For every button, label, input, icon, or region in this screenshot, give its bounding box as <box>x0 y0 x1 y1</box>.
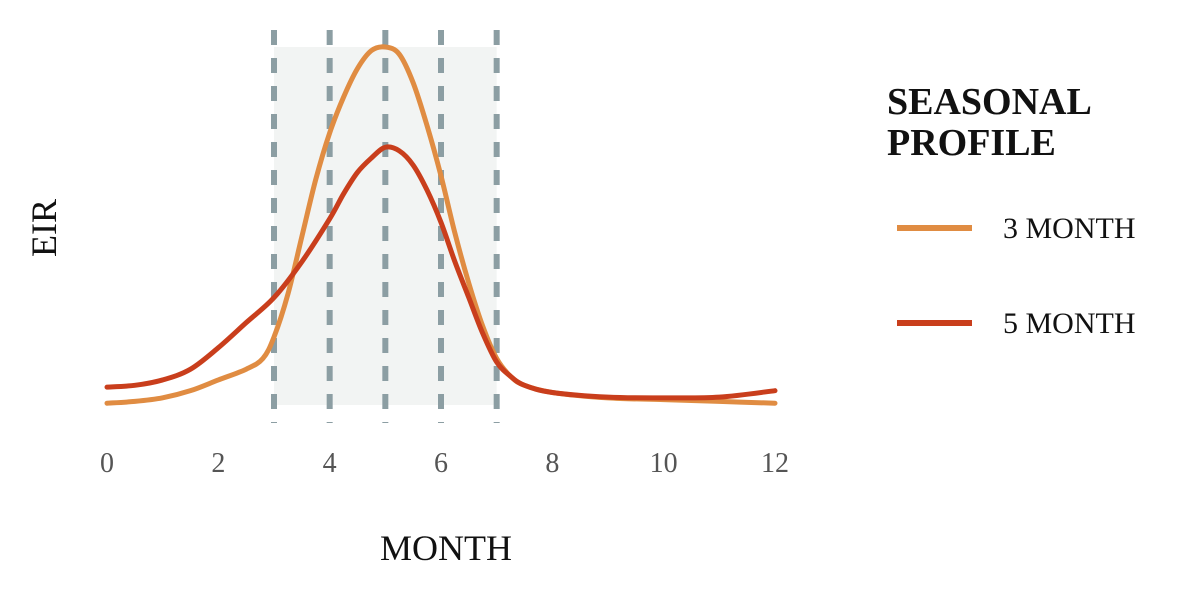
x-tick-label-10: 10 <box>650 448 678 479</box>
legend-label-5-month: 5 MONTH <box>1003 307 1136 340</box>
x-tick-label-4: 4 <box>323 448 337 479</box>
y-axis-title: EIR <box>24 199 64 257</box>
x-tick-label-0: 0 <box>100 448 114 479</box>
x-tick-label-6: 6 <box>434 448 448 479</box>
series-line-5-month <box>104 144 778 401</box>
x-axis-title: MONTH <box>380 528 512 568</box>
x-tick-label-12: 12 <box>761 448 789 479</box>
legend-title-line-2: PROFILE <box>887 122 1056 164</box>
legend-label-3-month: 3 MONTH <box>1003 212 1136 245</box>
x-tick-label-8: 8 <box>545 448 559 479</box>
series-layer <box>104 44 778 406</box>
legend-title-line-1: SEASONAL <box>887 81 1092 123</box>
x-tick-label-2: 2 <box>211 448 225 479</box>
x-tick-labels: 0 2 4 6 8 10 12 <box>100 448 789 479</box>
legend: SEASONAL PROFILE 3 MONTH 5 MONTH <box>887 81 1136 340</box>
